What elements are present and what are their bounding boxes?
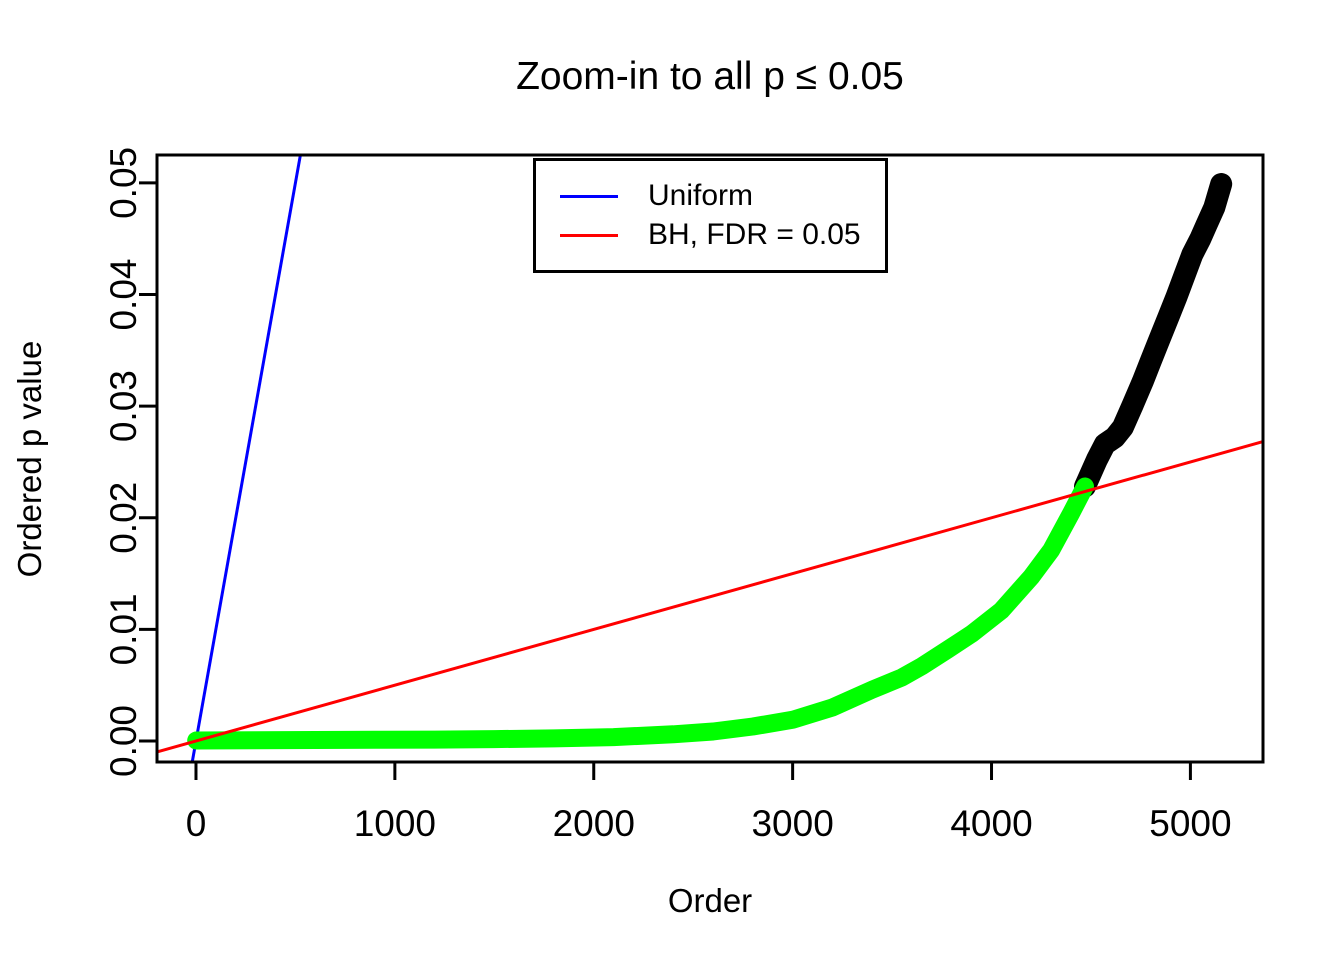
reference-line-bh-fdr-0-05 <box>157 440 1263 754</box>
y-tick-label-0.05: 0.05 <box>103 147 144 219</box>
x-axis-label: Order <box>667 882 753 919</box>
x-tick-label-1000: 1000 <box>354 803 436 844</box>
x-tick-label-5000: 5000 <box>1149 803 1231 844</box>
x-tick-label-0: 0 <box>186 803 207 844</box>
y-tick-label-0.00: 0.00 <box>103 705 144 777</box>
x-tick-label-2000: 2000 <box>553 803 635 844</box>
x-tick-label-3000: 3000 <box>751 803 833 844</box>
legend-line-swatch-bh <box>560 233 618 237</box>
x-tick-label-4000: 4000 <box>950 803 1032 844</box>
y-tick-label-0.02: 0.02 <box>103 482 144 554</box>
legend-box: Uniform BH, FDR = 0.05 <box>533 158 888 273</box>
y-axis-label: Ordered p value <box>11 340 48 578</box>
plot-box <box>155 153 1265 764</box>
y-tick-label-0.03: 0.03 <box>103 370 144 442</box>
y-tick-label-0.04: 0.04 <box>103 259 144 331</box>
legend-line-swatch-uniform <box>560 194 618 198</box>
series-significant-bh <box>187 477 1094 750</box>
chart-title: Zoom-in to all p ≤ 0.05 <box>516 55 904 98</box>
legend-label-bh: BH, FDR = 0.05 <box>648 218 861 251</box>
series-above-bh-threshold <box>1074 173 1233 498</box>
legend-entry-bh: BH, FDR = 0.05 <box>560 220 885 250</box>
y-tick-label-0.01: 0.01 <box>103 593 144 665</box>
legend-label-uniform: Uniform <box>648 179 754 212</box>
legend-entry-uniform: Uniform <box>560 181 885 211</box>
